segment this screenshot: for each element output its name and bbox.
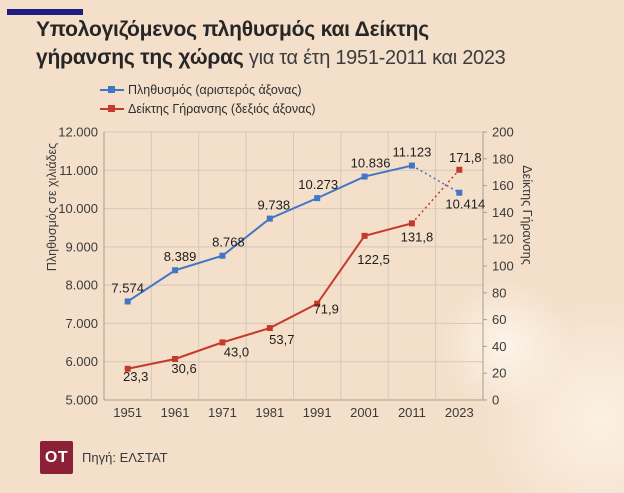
left-axis-tick-label: 5.000 [65, 393, 98, 408]
right-axis-tick-label: 180 [492, 151, 514, 166]
data-point-label: 53,7 [269, 332, 294, 347]
data-point-label: 122,5 [357, 252, 390, 267]
data-point-marker [124, 365, 131, 372]
data-point-label: 23,3 [123, 369, 148, 384]
x-axis-tick-label: 1981 [255, 405, 284, 420]
data-point-marker [266, 215, 273, 222]
right-axis-tick-label: 200 [492, 125, 514, 140]
data-point-marker [266, 325, 273, 332]
data-point-marker [172, 355, 179, 362]
marker-square-icon [108, 86, 115, 93]
x-axis-tick-label: 2011 [398, 405, 426, 420]
data-point-label: 7.574 [111, 280, 144, 295]
data-point-label: 30,6 [171, 361, 196, 376]
x-axis-tick-label: 1991 [303, 405, 332, 420]
right-axis-tick-label: 0 [492, 393, 499, 408]
data-point-marker [456, 166, 463, 173]
x-axis-tick-label: 1961 [161, 405, 190, 420]
data-point-label: 8.768 [212, 235, 245, 250]
chart-title-line2: γήρανσης της χώρας για τα έτη 1951-2011 … [36, 44, 506, 72]
data-point-marker [314, 195, 321, 202]
data-point-marker [361, 232, 368, 239]
left-axis-tick-label: 9.000 [65, 239, 98, 254]
legend-item-aging-index: Δείκτης Γήρανσης (δεξιός άξονας) [100, 99, 316, 118]
right-axis-tick-label: 40 [492, 339, 506, 354]
data-point-marker [456, 189, 463, 196]
data-point-marker [408, 162, 415, 169]
chart-title-line1: Υπολογιζόμενος πληθυσμός και Δείκτης [36, 18, 429, 41]
data-point-label: 171,8 [449, 150, 482, 165]
right-axis-tick-label: 120 [492, 232, 514, 247]
right-axis-tick-label: 60 [492, 312, 506, 327]
right-axis-tick-label: 80 [492, 285, 506, 300]
source-note: Πηγή: ΕΛΣΤΑΤ [82, 450, 168, 465]
data-point-label: 11.123 [393, 145, 432, 160]
legend-label-population: Πληθυσμός (αριστερός άξονας) [128, 82, 302, 97]
population-series-marker-icon [100, 86, 124, 93]
data-point-label: 10.836 [351, 156, 391, 171]
series-line [127, 164, 413, 303]
left-axis-tick-label: 7.000 [65, 316, 98, 331]
data-point-label: 43,0 [224, 344, 249, 359]
aging-series-marker-icon [100, 105, 124, 112]
series-line-projected [411, 164, 460, 194]
left-axis-tick-label: 11.000 [59, 163, 98, 178]
data-point-marker [219, 252, 226, 259]
series-line-projected [411, 169, 460, 224]
data-point-label: 10.273 [298, 177, 338, 192]
legend-label-aging-index: Δείκτης Γήρανσης (δεξιός άξονας) [128, 101, 316, 116]
legend-item-population: Πληθυσμός (αριστερός άξονας) [100, 80, 316, 99]
brand-accent-bar [7, 9, 83, 15]
data-point-label: 71,9 [314, 302, 339, 317]
data-point-marker [219, 339, 226, 346]
data-point-label: 131,8 [401, 229, 434, 244]
chart-header: Υπολογιζόμενος πληθυσμός και Δείκτης γήρ… [36, 16, 506, 72]
right-axis-tick-label: 160 [492, 178, 514, 193]
data-point-label: 9.738 [258, 198, 291, 213]
x-axis-tick-label: 2023 [445, 405, 474, 420]
left-axis-tick-label: 10.000 [58, 201, 98, 216]
left-axis-tick-label: 6.000 [65, 354, 98, 369]
right-axis-tick-label: 140 [492, 205, 514, 220]
data-point-marker [124, 298, 131, 305]
x-axis-tick-label: 1971 [208, 405, 237, 420]
x-axis-tick-label: 2001 [350, 405, 379, 420]
chart-subtitle: για τα έτη 1951-2011 και 2023 [243, 47, 506, 69]
x-axis-tick-label: 1951 [113, 405, 142, 420]
chart-legend: Πληθυσμός (αριστερός άξονας) Δείκτης Γήρ… [100, 80, 316, 118]
marker-square-icon [108, 105, 115, 112]
data-point-marker [172, 267, 179, 274]
data-point-marker [361, 173, 368, 180]
data-point-label: 8.389 [164, 249, 197, 264]
ot-logo: OT [40, 441, 73, 474]
left-axis-tick-label: 8.000 [65, 278, 98, 293]
left-axis-tick-label: 12.000 [58, 125, 98, 140]
right-axis-tick-label: 20 [492, 366, 506, 381]
right-axis-tick-label: 100 [492, 259, 514, 274]
data-point-label: 10.414 [445, 197, 485, 212]
data-point-marker [314, 300, 321, 307]
data-point-marker [408, 220, 415, 227]
chart-title-line2-bold: γήρανσης της χώρας [36, 46, 244, 69]
